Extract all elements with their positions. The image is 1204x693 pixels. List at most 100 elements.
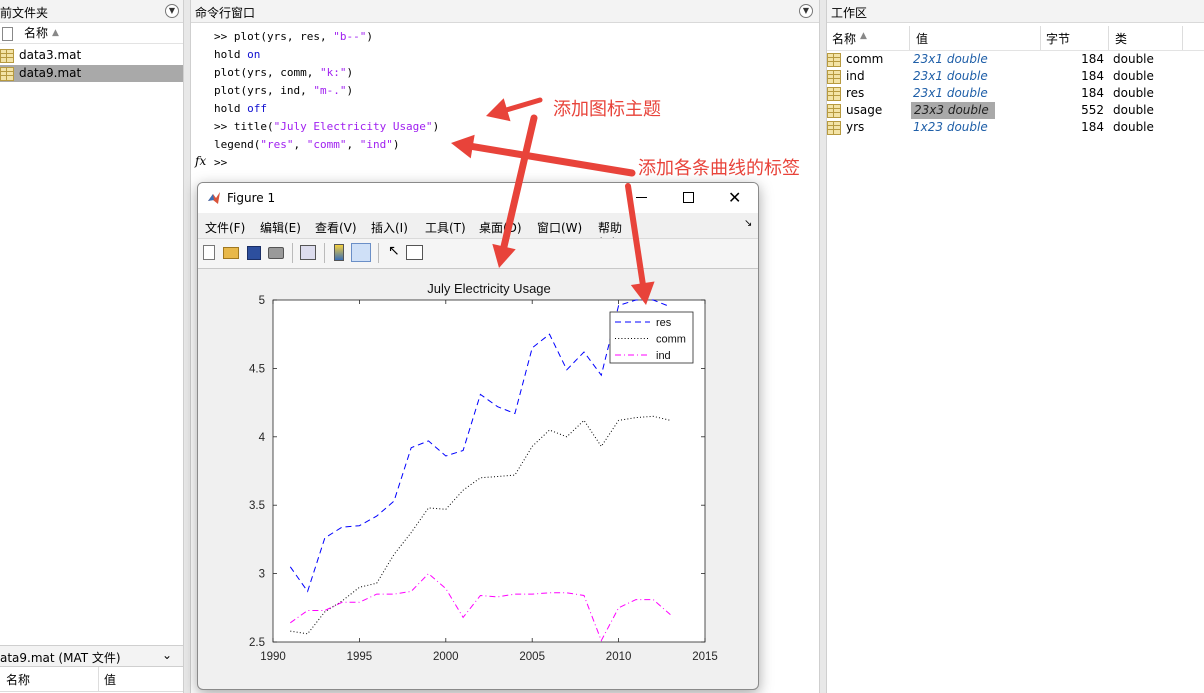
- variable-value: 1x23 double: [913, 120, 988, 134]
- right-splitter[interactable]: [819, 0, 827, 693]
- chevron-down-icon[interactable]: ▼: [165, 4, 179, 18]
- x-tick-label: 2000: [433, 651, 459, 663]
- current-folder-panel: 前文件夹 ▼ 名称 ▲ data3.mat data9.mat ata9.mat…: [0, 0, 183, 693]
- menu-desktop[interactable]: 桌面(D): [479, 221, 522, 235]
- code-text: ): [366, 30, 373, 43]
- file-list-header[interactable]: 名称 ▲: [0, 24, 183, 44]
- file-row[interactable]: data3.mat: [0, 47, 183, 64]
- close-icon[interactable]: ✕: [728, 188, 742, 207]
- figure-toolbar: ↖: [198, 238, 758, 269]
- y-tick-label: 4: [259, 432, 266, 444]
- open-icon[interactable]: [223, 247, 239, 259]
- plot-figure[interactable]: July Electricity Usage 1990 1995 2000 2005 20…: [198, 268, 756, 688]
- details-table-header: 名称 值: [0, 667, 183, 692]
- chevron-down-icon[interactable]: ▼: [799, 4, 813, 18]
- variable-class: double: [1113, 120, 1154, 134]
- ws-col-value[interactable]: 值: [916, 32, 929, 46]
- menu-tools[interactable]: 工具(T): [425, 221, 466, 235]
- code-text: ,: [346, 138, 360, 151]
- sort-up-icon: ▲: [52, 28, 59, 38]
- command-line: >> plot(yrs, res, "b--"): [214, 30, 373, 43]
- chart-legend: [609, 311, 694, 364]
- figure-titlebar[interactable]: Figure 1 ✕: [198, 183, 758, 213]
- legend-label: comm: [656, 334, 686, 346]
- menu-file[interactable]: 文件(F): [205, 221, 246, 235]
- y-tick-label: 5: [259, 295, 265, 307]
- series-line-ind: [290, 572, 671, 642]
- variable-bytes: 184: [1081, 86, 1104, 100]
- legend-icon[interactable]: [351, 243, 371, 262]
- code-text: plot(yrs, comm,: [214, 66, 320, 79]
- ws-col-class[interactable]: 类: [1115, 32, 1128, 46]
- variable-name: comm: [846, 52, 884, 66]
- variable-icon: [827, 104, 841, 118]
- code-text: ): [346, 84, 354, 97]
- property-icon[interactable]: [406, 245, 423, 260]
- variable-bytes: 184: [1081, 69, 1104, 83]
- variable-icon: [827, 53, 841, 67]
- maximize-icon[interactable]: [683, 192, 694, 203]
- figure-menubar: 文件(F) 编辑(E) 查看(V) 插入(I) 工具(T) 桌面(D) 窗口(W…: [198, 213, 758, 250]
- workspace-row[interactable]: comm 23x1 double 184 double: [827, 51, 1204, 68]
- string-literal: "ind": [359, 138, 393, 151]
- new-icon[interactable]: [203, 245, 215, 260]
- workspace-row[interactable]: ind 23x1 double 184 double: [827, 68, 1204, 85]
- details-col-name[interactable]: 名称: [6, 673, 31, 687]
- figure-window[interactable]: Figure 1 ✕ 文件(F) 编辑(E) 查看(V) 插入(I) 工具(T)…: [197, 182, 759, 690]
- series-line-comm: [290, 415, 671, 635]
- toolbar-divider: [378, 243, 379, 263]
- variable-class: double: [1113, 103, 1154, 117]
- ws-col-name[interactable]: 名称: [832, 32, 857, 46]
- command-prompt[interactable]: >>: [214, 156, 228, 169]
- code-text: ): [432, 120, 440, 133]
- minimize-icon[interactable]: [636, 197, 647, 198]
- file-name: data3.mat: [19, 48, 82, 62]
- workspace-row[interactable]: res 23x1 double 184 double: [827, 85, 1204, 102]
- code-text: plot(yrs, ind,: [214, 84, 314, 97]
- file-icon: [2, 27, 13, 41]
- string-literal: "July Electricity Usage": [273, 120, 433, 133]
- variable-value: 23x1 double: [913, 69, 988, 83]
- menu-window[interactable]: 窗口(W): [537, 221, 583, 235]
- name-column-header[interactable]: 名称: [24, 26, 49, 40]
- chart-title: July Electricity Usage: [427, 281, 551, 296]
- command-window-title: 命令行窗口: [195, 6, 256, 20]
- column-divider: [1182, 26, 1183, 50]
- variable-bytes: 184: [1081, 120, 1104, 134]
- column-divider: [1040, 26, 1041, 50]
- details-panel-header[interactable]: ata9.mat (MAT 文件) ⌄: [0, 645, 183, 667]
- column-divider: [909, 26, 910, 50]
- figure-title: Figure 1: [227, 191, 276, 205]
- workspace-row[interactable]: yrs 1x23 double 184 double: [827, 119, 1204, 136]
- workspace-row[interactable]: usage 23x3 double 552 double: [827, 102, 1204, 119]
- left-splitter[interactable]: [183, 0, 191, 693]
- code-text: >> plot(yrs, res,: [214, 30, 334, 43]
- column-divider: [98, 667, 99, 691]
- colorbar-icon[interactable]: [334, 244, 344, 261]
- menu-insert[interactable]: 插入(I): [371, 221, 408, 235]
- command-line: hold off: [214, 102, 267, 115]
- variable-value: 23x3 double: [911, 102, 995, 119]
- print-icon[interactable]: [268, 247, 284, 259]
- file-name: data9.mat: [19, 66, 82, 80]
- chevron-down-icon[interactable]: ⌄: [162, 648, 173, 662]
- command-window-header: 命令行窗口 ▼: [191, 0, 819, 23]
- fx-icon[interactable]: fx: [195, 154, 207, 168]
- column-divider: [1108, 26, 1109, 50]
- details-col-value[interactable]: 值: [104, 673, 117, 687]
- dock-arrow-icon[interactable]: ↘: [744, 218, 753, 229]
- workspace-panel: 工作区 名称 ▲ 值 字节 类 comm 23x1 double 184 double…: [827, 0, 1204, 693]
- menu-edit[interactable]: 编辑(E): [260, 221, 301, 235]
- menu-view[interactable]: 查看(V): [315, 221, 357, 235]
- x-tick-label: 2005: [519, 651, 545, 663]
- variable-name: ind: [846, 69, 865, 83]
- variable-icon: [827, 87, 841, 101]
- ws-col-bytes[interactable]: 字节: [1046, 32, 1071, 46]
- pointer-icon[interactable]: ↖: [388, 243, 400, 259]
- string-literal: "res": [260, 138, 294, 151]
- variable-class: double: [1113, 69, 1154, 83]
- link-icon[interactable]: [300, 245, 316, 260]
- file-row-selected[interactable]: data9.mat: [0, 65, 183, 82]
- save-icon[interactable]: [247, 246, 261, 260]
- annotation-legend-note: 添加各条曲线的标签: [638, 158, 800, 179]
